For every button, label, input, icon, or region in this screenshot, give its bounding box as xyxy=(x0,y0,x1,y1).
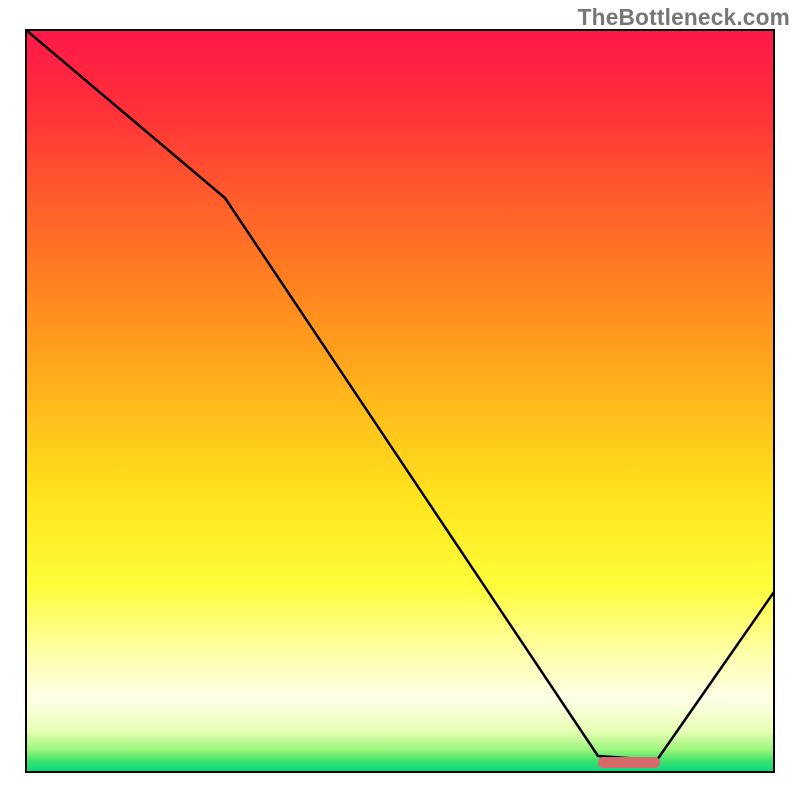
gradient-background xyxy=(26,30,774,772)
chart-container: TheBottleneck.com xyxy=(0,0,800,800)
optimum-marker xyxy=(598,757,660,768)
bottleneck-chart xyxy=(0,0,800,800)
